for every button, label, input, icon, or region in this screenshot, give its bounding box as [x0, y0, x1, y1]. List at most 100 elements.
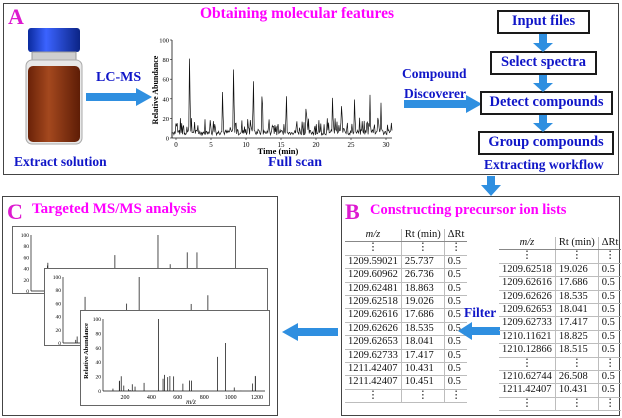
- cell-rt: 17.417: [554, 316, 599, 331]
- cell-drt: 0.5: [443, 335, 468, 350]
- spectrum-ytick: 80: [56, 288, 62, 294]
- vial-label: Extract solution: [14, 154, 107, 169]
- cell-drt: 0.5: [443, 349, 468, 364]
- cell-rt: 18.535: [400, 322, 445, 337]
- spectrum-ytick: 60: [24, 255, 30, 261]
- table-row: 1209.62626 18.535 0.5: [345, 322, 468, 337]
- cell-drt: 0.5: [443, 295, 468, 310]
- table-row: 1209.60962 26.736 0.5: [345, 268, 468, 283]
- cell-mz: 1209.62626: [345, 322, 402, 337]
- table-row: 1209.62733 17.417 0.5: [345, 349, 468, 364]
- cell-rt: 17.417: [400, 349, 445, 364]
- col-mz: m/z: [499, 237, 556, 251]
- table-row: 1211.42407 10.431 0.5: [345, 362, 468, 377]
- chrom-xtick: 25: [348, 141, 356, 149]
- spectrum-ytick: 40: [56, 315, 62, 321]
- spectrum-ytick: 100: [93, 317, 102, 323]
- arrow-icon: [404, 95, 482, 113]
- workflow-label: Extracting workflow: [484, 157, 604, 172]
- spectrum-ytick: 0: [98, 389, 101, 395]
- cell-rt: 19.026: [554, 263, 599, 278]
- cell-mz: 1211.42407: [345, 375, 402, 390]
- col-rt: Rt (min): [400, 229, 445, 243]
- spectrum-ytick: 40: [24, 267, 30, 273]
- cell-mz: 1209.62616: [499, 276, 556, 291]
- ellipsis-row: ⋮ ⋮ ⋮: [499, 249, 622, 264]
- spectrum-xtick: 1200: [251, 395, 263, 401]
- cell-mz: 1209.62481: [345, 282, 402, 297]
- ellipsis-cell: ⋮: [554, 357, 599, 372]
- cell-mz: 1209.62653: [345, 335, 402, 350]
- spectrum-ytick: 20: [96, 375, 102, 381]
- ellipsis-cell: ⋮: [400, 389, 445, 404]
- filter-label: Filter: [464, 305, 497, 320]
- chrom-ytick: 80: [163, 57, 170, 64]
- spectrum-ytick: 80: [96, 331, 102, 337]
- ellipsis-row: ⋮ ⋮ ⋮: [499, 397, 622, 412]
- cell-rt: 10.431: [400, 362, 445, 377]
- table-row: 1210.11621 18.825 0.5: [499, 330, 622, 345]
- table-row: 1211.42407 10.451 0.5: [345, 375, 468, 390]
- cell-drt: 0.5: [443, 362, 468, 377]
- cell-rt: 19.026: [400, 295, 445, 310]
- cell-drt: 0.5: [597, 370, 622, 385]
- cell-drt: 0.5: [597, 263, 622, 278]
- panel-a-letter: A: [8, 4, 24, 29]
- vial-icon: [25, 28, 83, 145]
- precursor-table-right: m/z Rt (min) ΔRt ⋮ ⋮ ⋮ 1209.62518 19.026 0.5 1…: [499, 237, 622, 412]
- workflow-detect-compounds: Detect compounds: [480, 91, 613, 115]
- cell-mz: 1211.42407: [345, 362, 402, 377]
- cell-rt: 18.515: [554, 343, 599, 358]
- cell-mz: 1209.62616: [345, 308, 402, 323]
- chrom-xlabel: Time (min): [258, 146, 299, 156]
- table-row: 1209.62626 18.535 0.5: [499, 290, 622, 305]
- spec3-xlabel: m/z: [186, 398, 196, 406]
- chrom-xtick: 30: [383, 141, 391, 149]
- cell-drt: 0.5: [597, 343, 622, 358]
- cell-rt: 18.825: [554, 330, 599, 345]
- table-row: 1209.62616 17.686 0.5: [499, 276, 622, 291]
- spectrum-ytick: 0: [26, 289, 29, 294]
- cell-drt: 0.5: [597, 383, 622, 398]
- lcms-label: LC-MS: [96, 70, 142, 85]
- cell-drt: 0.5: [443, 308, 468, 323]
- spectrum-xtick: 600: [173, 395, 182, 401]
- workflow-group-compounds: Group compounds: [478, 131, 614, 155]
- spectrum-ytick: 20: [56, 328, 62, 334]
- cell-mz: 1209.60962: [345, 268, 402, 283]
- cell-drt: 0.5: [443, 268, 468, 283]
- col-rt: Rt (min): [554, 237, 599, 251]
- chrom-xtick: 20: [313, 141, 321, 149]
- chrom-ytick: 20: [163, 116, 170, 123]
- spectrum-ytick: 60: [96, 346, 102, 352]
- chrom-ytick: 60: [163, 77, 170, 84]
- table-row: 1211.42407 10.431 0.5: [499, 383, 622, 398]
- cell-mz: 1209.62733: [499, 316, 556, 331]
- spectrum-ytick: 40: [96, 360, 102, 366]
- cell-mz: 1209.62626: [499, 290, 556, 305]
- panel-b-title: Constructing precursor ion lists: [370, 202, 567, 218]
- cell-rt: 18.863: [400, 282, 445, 297]
- ellipsis-cell: ⋮: [443, 389, 468, 404]
- workflow-select-spectra: Select spectra: [490, 51, 597, 75]
- cell-rt: 25.737: [400, 255, 445, 270]
- cell-rt: 26.736: [400, 268, 445, 283]
- ellipsis-cell: ⋮: [499, 357, 556, 372]
- spectrum-ytick: 60: [56, 301, 62, 307]
- cell-mz: 1209.62733: [345, 349, 402, 364]
- cell-rt: 10.431: [554, 383, 599, 398]
- table-row: 1209.62518 19.026 0.5: [345, 295, 468, 310]
- ellipsis-cell: ⋮: [345, 241, 402, 256]
- table-row: 1209.62481 18.863 0.5: [345, 282, 468, 297]
- ellipsis-cell: ⋮: [499, 249, 556, 264]
- ellipsis-cell: ⋮: [597, 357, 622, 372]
- spectrum-xtick: 800: [200, 395, 209, 401]
- table-header: m/z Rt (min) ΔRt: [499, 237, 622, 251]
- chrom-xtick: 10: [243, 141, 251, 149]
- spectrum-ytick: 100: [53, 275, 62, 281]
- cell-rt: 17.686: [400, 308, 445, 323]
- table-header: m/z Rt (min) ΔRt: [345, 229, 468, 243]
- cell-mz: 1210.11621: [499, 330, 556, 345]
- panel-c: [2, 196, 278, 416]
- chrom-xtick: 0: [174, 141, 178, 149]
